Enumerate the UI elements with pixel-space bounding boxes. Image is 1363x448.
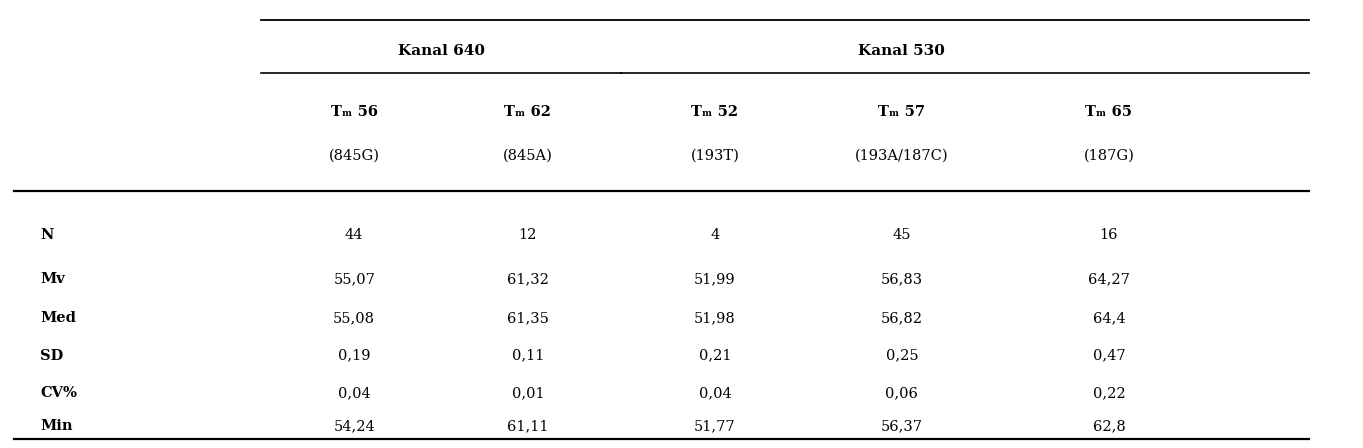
Text: (187G): (187G) [1084,149,1134,163]
Text: 0,22: 0,22 [1093,386,1126,400]
Text: SD: SD [41,349,64,363]
Text: Tₘ 57: Tₘ 57 [878,105,925,119]
Text: 0,47: 0,47 [1093,349,1126,363]
Text: (845G): (845G) [328,149,380,163]
Text: 64,27: 64,27 [1088,272,1130,286]
Text: Kanal 530: Kanal 530 [859,43,946,58]
Text: Tₘ 56: Tₘ 56 [331,105,378,119]
Text: 0,04: 0,04 [698,386,732,400]
Text: 45: 45 [893,228,910,242]
Text: Kanal 640: Kanal 640 [398,43,485,58]
Text: Tₘ 65: Tₘ 65 [1085,105,1133,119]
Text: 0,01: 0,01 [511,386,544,400]
Text: 12: 12 [519,228,537,242]
Text: 0,21: 0,21 [699,349,731,363]
Text: 55,07: 55,07 [334,272,375,286]
Text: Tₘ 62: Tₘ 62 [504,105,552,119]
Text: 61,32: 61,32 [507,272,549,286]
Text: 16: 16 [1100,228,1118,242]
Text: 0,04: 0,04 [338,386,371,400]
Text: (193A/187C): (193A/187C) [855,149,949,163]
Text: 51,77: 51,77 [694,419,736,433]
Text: 61,35: 61,35 [507,311,549,325]
Text: 4: 4 [710,228,720,242]
Text: 51,98: 51,98 [694,311,736,325]
Text: Med: Med [41,311,76,325]
Text: CV%: CV% [41,386,78,400]
Text: 56,37: 56,37 [880,419,923,433]
Text: 61,11: 61,11 [507,419,549,433]
Text: N: N [41,228,53,242]
Text: 56,83: 56,83 [880,272,923,286]
Text: 0,19: 0,19 [338,349,371,363]
Text: 0,06: 0,06 [886,386,919,400]
Text: 0,25: 0,25 [886,349,919,363]
Text: Min: Min [41,419,72,433]
Text: 0,11: 0,11 [511,349,544,363]
Text: 55,08: 55,08 [333,311,375,325]
Text: (845A): (845A) [503,149,553,163]
Text: 56,82: 56,82 [880,311,923,325]
Text: Mv: Mv [41,272,65,286]
Text: 64,4: 64,4 [1093,311,1126,325]
Text: Tₘ 52: Tₘ 52 [691,105,739,119]
Text: 44: 44 [345,228,364,242]
Text: 51,99: 51,99 [694,272,736,286]
Text: 54,24: 54,24 [334,419,375,433]
Text: 62,8: 62,8 [1093,419,1126,433]
Text: (193T): (193T) [691,149,739,163]
